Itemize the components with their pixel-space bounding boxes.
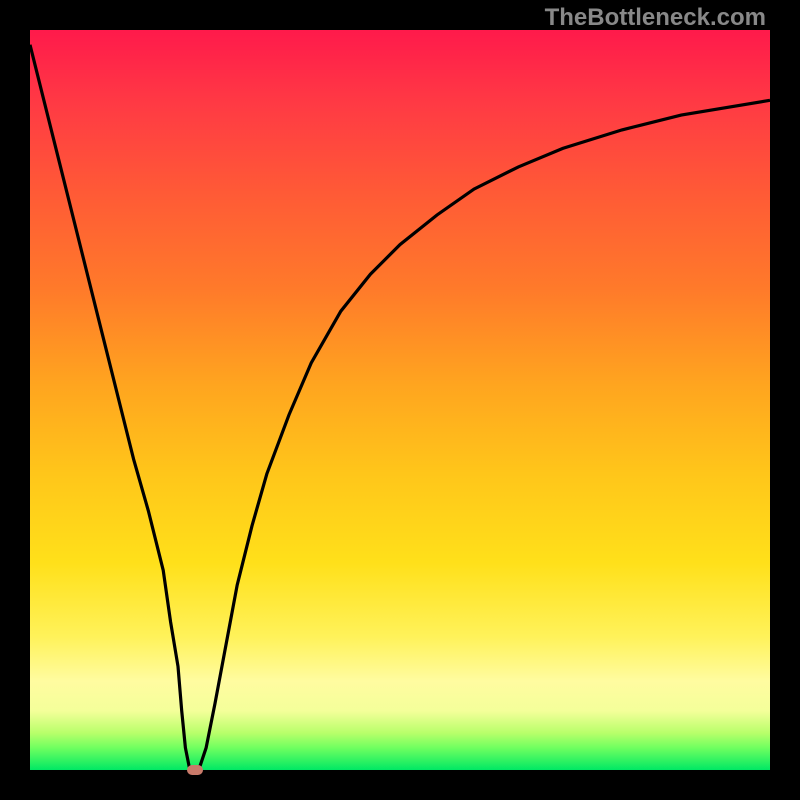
chart-stage: TheBottleneck.com xyxy=(0,0,800,800)
watermark-text: TheBottleneck.com xyxy=(545,4,766,32)
plot-area xyxy=(30,30,770,770)
optimal-point-marker xyxy=(187,765,203,775)
bottleneck-curve xyxy=(30,30,770,770)
